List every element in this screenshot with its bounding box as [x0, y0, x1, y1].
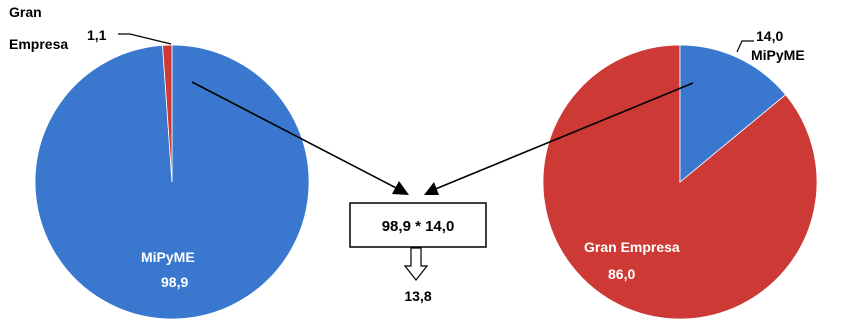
right-mipyme-leader-line [736, 40, 754, 53]
right-mipyme-label: MiPyME [751, 47, 805, 63]
calculation-expression: 98,9 * 14,0 [382, 218, 455, 235]
left-gran-empresa-label-line2: Empresa [9, 36, 68, 52]
right-pie-chart [542, 44, 818, 320]
left-gran-empresa-value-label: 1,1 [87, 27, 107, 43]
arrow-right-to-box [424, 82, 694, 195]
right-gran-empresa-label: Gran Empresa [584, 239, 680, 255]
left-pie-chart [34, 44, 310, 320]
left-mipyme-label: MiPyME [141, 249, 195, 265]
right-gran-empresa-value-label: 86,0 [608, 266, 635, 282]
right-pie-slice-mipyme [679, 44, 787, 183]
right-mipyme-value-label: 14,0 [756, 28, 783, 44]
left-gran-empresa-leader-line [118, 33, 172, 45]
arrow-left-to-box [191, 81, 409, 195]
left-mipyme-value-label: 98,9 [161, 274, 188, 290]
calculation-result: 13,8 [404, 288, 431, 304]
calculation-box [349, 202, 487, 248]
left-pie-slice-gran-empresa [162, 44, 173, 183]
down-arrow-icon [403, 247, 429, 281]
left-gran-empresa-label-line1: Gran [9, 4, 42, 20]
